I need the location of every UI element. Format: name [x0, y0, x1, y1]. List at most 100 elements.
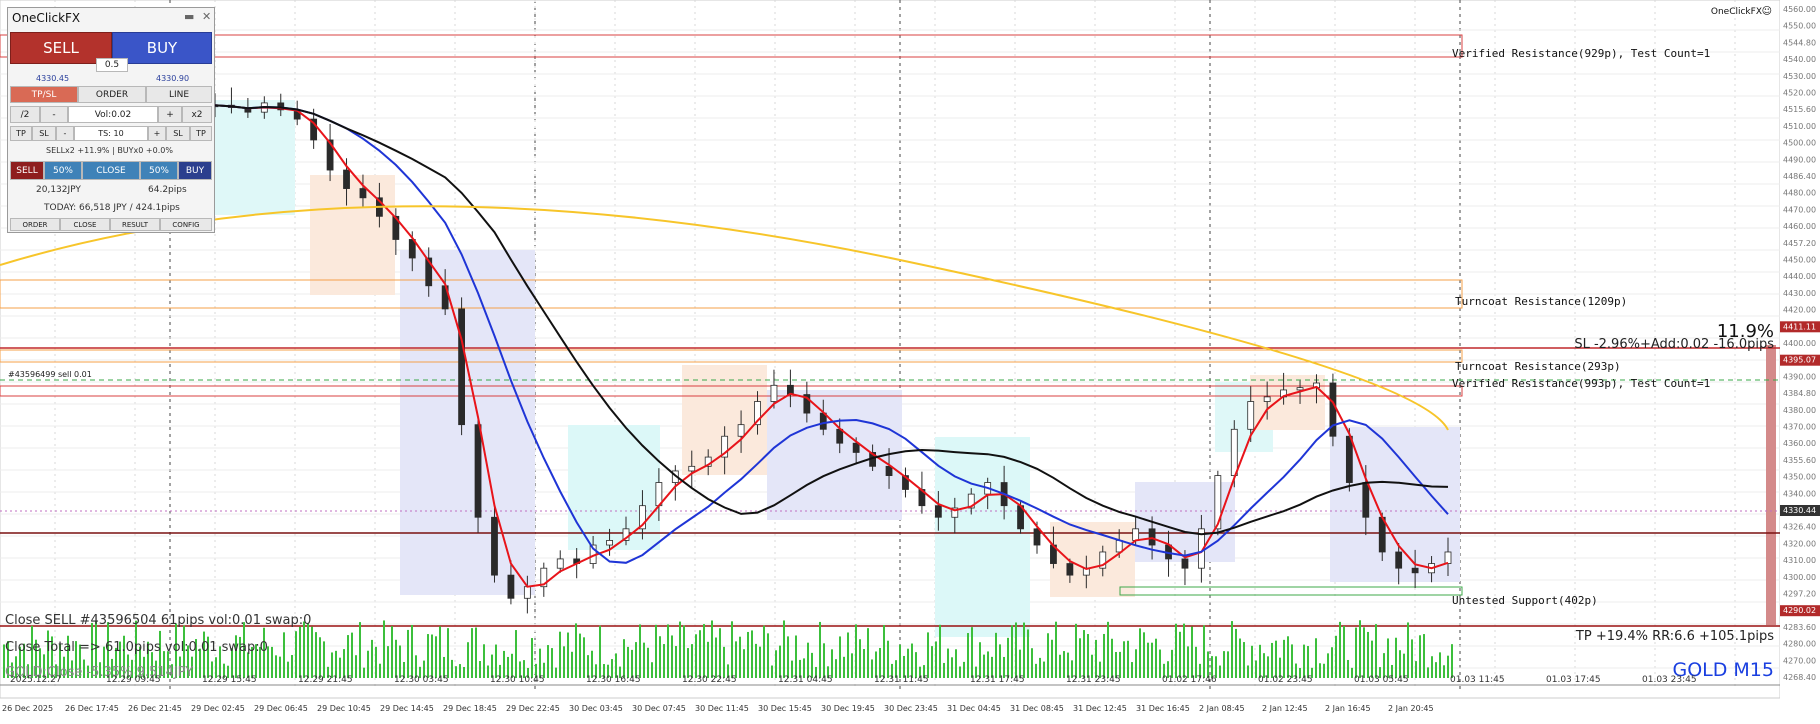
candle-body	[803, 394, 811, 414]
volume-bar	[911, 643, 913, 678]
price-tag-bg	[1780, 505, 1820, 516]
position-sell-button[interactable]: SELL	[10, 161, 44, 180]
price-tick-label: 4550.00	[1783, 22, 1816, 31]
volume-bar	[267, 646, 269, 678]
volume-bar	[195, 639, 197, 678]
candle-body	[491, 516, 498, 576]
close-icon[interactable]: ✕	[202, 10, 212, 23]
moving-averages	[0, 104, 1449, 588]
volume-bar	[663, 644, 665, 678]
vol-plus-button[interactable]: +	[158, 106, 182, 123]
volume-bar	[1011, 625, 1013, 678]
price-tick-label: 4300.00	[1783, 573, 1816, 582]
candle-body	[359, 188, 367, 199]
ts-sl2-button[interactable]: SL	[166, 126, 190, 141]
buy-button[interactable]: BUY	[112, 32, 212, 64]
volume-bar	[1327, 653, 1329, 678]
volume-bar	[695, 634, 697, 678]
close-all-button[interactable]: CLOSE	[82, 161, 140, 180]
price-tag-bg	[1780, 605, 1820, 617]
vol-half-button[interactable]: /2	[10, 106, 40, 123]
bottom-close-button[interactable]: CLOSE	[60, 218, 110, 231]
volume-bar	[1275, 640, 1277, 678]
volume-bar	[283, 632, 285, 678]
volume-bar	[1123, 641, 1125, 678]
volume-bar	[467, 642, 469, 678]
volume-bar	[303, 621, 305, 678]
zone-label-verified-resistance-2: Verified Resistance(993p), Test Count=1	[1452, 377, 1710, 390]
volume-bar	[103, 646, 105, 678]
candle-body	[934, 505, 942, 518]
volume-bar	[155, 660, 157, 678]
volume-bar	[555, 667, 557, 678]
position-buy-button[interactable]: BUY	[178, 161, 212, 180]
ts-plus-button[interactable]: +	[148, 126, 166, 141]
bottom-result-button[interactable]: RESULT	[110, 218, 160, 231]
close-50-buy-button[interactable]: 50%	[140, 161, 178, 180]
minimize-icon[interactable]: ▬	[184, 10, 195, 23]
volume-bar	[795, 635, 797, 678]
tab-line[interactable]: LINE	[146, 86, 212, 103]
volume-bar	[403, 661, 405, 678]
volume-bar	[755, 643, 757, 678]
ts-tp2-button[interactable]: TP	[190, 126, 212, 141]
volume-bar	[1191, 626, 1193, 678]
bottom-order-button[interactable]: ORDER	[10, 218, 60, 231]
tab-tp-sl[interactable]: TP/SL	[10, 86, 78, 103]
volume-bar	[1079, 638, 1081, 678]
candle-body	[1444, 551, 1452, 564]
close-50-sell-button[interactable]: 50%	[44, 161, 82, 180]
sell-button[interactable]: SELL	[10, 32, 112, 64]
volume-bar	[791, 660, 793, 678]
volume-bar	[907, 648, 909, 678]
volume-bar	[835, 659, 837, 678]
time-tick-top: 01.03 05:45	[1354, 675, 1409, 685]
volume-bar	[139, 646, 141, 678]
ts-sl-button[interactable]: SL	[32, 126, 56, 141]
volume-bar	[1047, 633, 1049, 678]
volume-bar	[51, 636, 53, 678]
volume-bar	[499, 664, 501, 678]
volume-bar	[1407, 622, 1409, 678]
time-tick-bottom: 29 Dec 10:45	[317, 704, 371, 713]
candle-body	[392, 215, 400, 240]
volume-bar	[771, 665, 773, 678]
volume-bar	[763, 625, 765, 678]
volume-bar	[823, 643, 825, 678]
tab-order[interactable]: ORDER	[78, 86, 146, 103]
volume-bar	[1383, 653, 1385, 678]
lot-size-field[interactable]: 0.5	[96, 58, 128, 72]
volume-bar	[1439, 652, 1441, 678]
zone-label-turncoat-resistance-1: Turncoat Resistance(1209p)	[1455, 295, 1627, 308]
volume-bar	[275, 655, 277, 678]
volume-bar	[495, 644, 497, 678]
volume-bar	[943, 662, 945, 678]
vol-field[interactable]: Vol:0.02	[68, 106, 158, 123]
candle-body	[754, 401, 761, 426]
ts-minus-button[interactable]: -	[56, 126, 74, 141]
volume-bar	[7, 641, 9, 678]
bottom-config-button[interactable]: CONFIG	[160, 218, 212, 231]
candle-body	[1263, 396, 1271, 402]
volume-bar	[1031, 648, 1033, 678]
ts-field[interactable]: TS: 10	[74, 126, 148, 141]
volume-bar	[843, 656, 845, 678]
candle-body	[770, 384, 778, 402]
volume-bar	[1267, 656, 1269, 678]
volume-bar	[47, 630, 49, 678]
volume-bar	[683, 625, 685, 678]
volume-bar	[119, 641, 121, 678]
candle-body	[951, 507, 959, 518]
volume-bar	[371, 639, 373, 678]
volume-bar	[1103, 633, 1105, 678]
volume-bar	[1343, 626, 1345, 678]
volume-bar	[19, 646, 21, 678]
time-tick-top: 12.30 22:45	[682, 675, 737, 685]
volume-bar	[1203, 625, 1205, 678]
ts-tp-button[interactable]: TP	[10, 126, 32, 141]
vol-double-button[interactable]: x2	[182, 106, 212, 123]
vol-minus-button[interactable]: -	[40, 106, 68, 123]
volume-bar	[1163, 663, 1165, 678]
